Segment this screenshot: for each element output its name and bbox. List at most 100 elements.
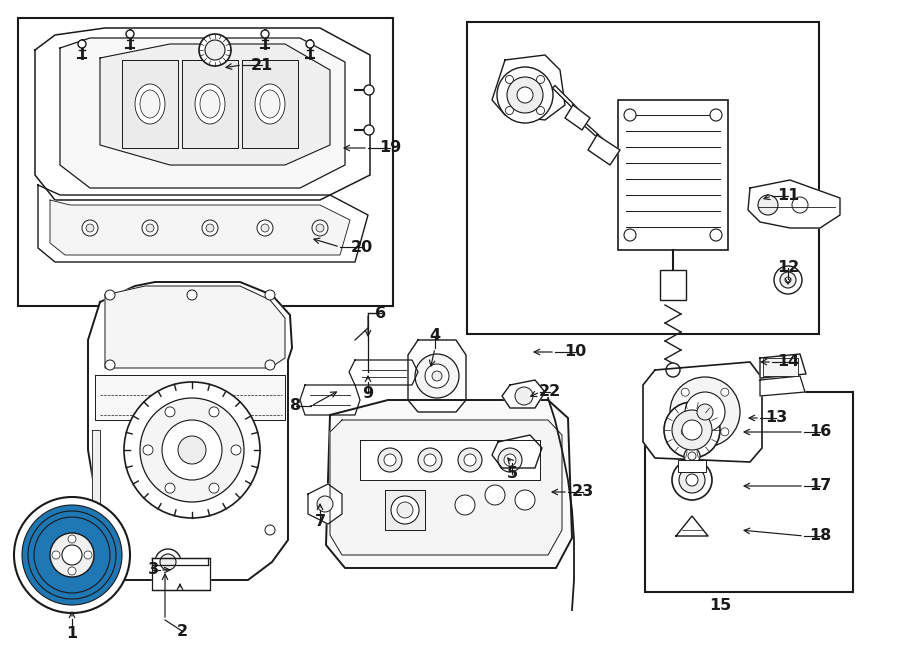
Polygon shape (360, 440, 540, 480)
Circle shape (688, 452, 696, 460)
Text: 22: 22 (539, 385, 561, 399)
Circle shape (397, 502, 413, 518)
Circle shape (498, 448, 522, 472)
Polygon shape (92, 430, 100, 530)
Text: 21: 21 (251, 58, 273, 73)
Text: 7: 7 (314, 514, 326, 529)
Polygon shape (676, 516, 708, 536)
Bar (763, 358, 798, 376)
Ellipse shape (140, 90, 160, 118)
Circle shape (165, 483, 175, 493)
Polygon shape (492, 435, 542, 468)
Circle shape (517, 87, 533, 103)
Circle shape (506, 106, 513, 114)
Circle shape (205, 40, 225, 60)
Ellipse shape (135, 84, 165, 124)
Circle shape (686, 474, 698, 486)
Ellipse shape (255, 84, 285, 124)
Circle shape (384, 454, 396, 466)
Circle shape (780, 272, 796, 288)
Circle shape (68, 567, 76, 575)
Circle shape (672, 410, 712, 450)
Circle shape (261, 224, 269, 232)
Circle shape (265, 360, 275, 370)
Ellipse shape (195, 84, 225, 124)
Circle shape (679, 467, 705, 493)
Polygon shape (408, 340, 466, 412)
Text: 18: 18 (809, 529, 831, 543)
Circle shape (257, 220, 273, 236)
Circle shape (187, 290, 197, 300)
Circle shape (209, 407, 219, 417)
Polygon shape (60, 38, 345, 188)
Circle shape (624, 109, 636, 121)
Circle shape (52, 551, 60, 559)
Text: 16: 16 (809, 424, 831, 440)
Text: 6: 6 (375, 305, 387, 321)
Circle shape (515, 387, 533, 405)
Circle shape (424, 454, 436, 466)
Polygon shape (492, 55, 565, 120)
Polygon shape (100, 44, 330, 165)
Circle shape (364, 125, 374, 135)
Text: 1: 1 (67, 625, 77, 641)
Circle shape (364, 85, 374, 95)
Circle shape (209, 483, 219, 493)
Circle shape (670, 377, 740, 447)
Text: 13: 13 (765, 410, 788, 426)
Circle shape (785, 277, 791, 283)
Polygon shape (748, 180, 840, 228)
Circle shape (464, 454, 476, 466)
Circle shape (624, 229, 636, 241)
Polygon shape (330, 420, 562, 555)
Polygon shape (122, 60, 178, 148)
Circle shape (682, 420, 702, 440)
Circle shape (142, 220, 158, 236)
Polygon shape (760, 354, 806, 378)
Bar (467, 22, 819, 334)
Circle shape (126, 30, 134, 38)
Circle shape (261, 30, 269, 38)
Polygon shape (565, 105, 590, 130)
Circle shape (455, 495, 475, 515)
Bar (645, 392, 853, 592)
Text: 19: 19 (379, 141, 401, 155)
Polygon shape (242, 60, 298, 148)
Polygon shape (308, 484, 342, 524)
Circle shape (50, 533, 94, 577)
Circle shape (485, 485, 505, 505)
Circle shape (515, 490, 535, 510)
Text: 20: 20 (351, 239, 374, 254)
Circle shape (685, 392, 725, 432)
Ellipse shape (200, 90, 220, 118)
Circle shape (710, 109, 722, 121)
Circle shape (697, 404, 713, 420)
Circle shape (425, 364, 449, 388)
Polygon shape (326, 400, 572, 568)
Text: 17: 17 (809, 479, 831, 494)
Circle shape (162, 420, 222, 480)
Circle shape (672, 460, 712, 500)
Polygon shape (35, 28, 370, 200)
Circle shape (504, 454, 516, 466)
Circle shape (84, 551, 92, 559)
Circle shape (160, 554, 176, 570)
Circle shape (758, 195, 778, 215)
Circle shape (432, 371, 442, 381)
Circle shape (774, 266, 802, 294)
Circle shape (68, 535, 76, 543)
Circle shape (721, 388, 729, 396)
Circle shape (721, 428, 729, 436)
Text: 4: 4 (429, 329, 441, 344)
Circle shape (391, 496, 419, 524)
Text: 8: 8 (291, 399, 302, 414)
Circle shape (62, 545, 82, 565)
Circle shape (378, 448, 402, 472)
Circle shape (82, 220, 98, 236)
Text: 12: 12 (777, 260, 799, 276)
Circle shape (199, 34, 231, 66)
Circle shape (316, 224, 324, 232)
Polygon shape (95, 375, 285, 420)
Circle shape (146, 224, 154, 232)
Circle shape (165, 407, 175, 417)
